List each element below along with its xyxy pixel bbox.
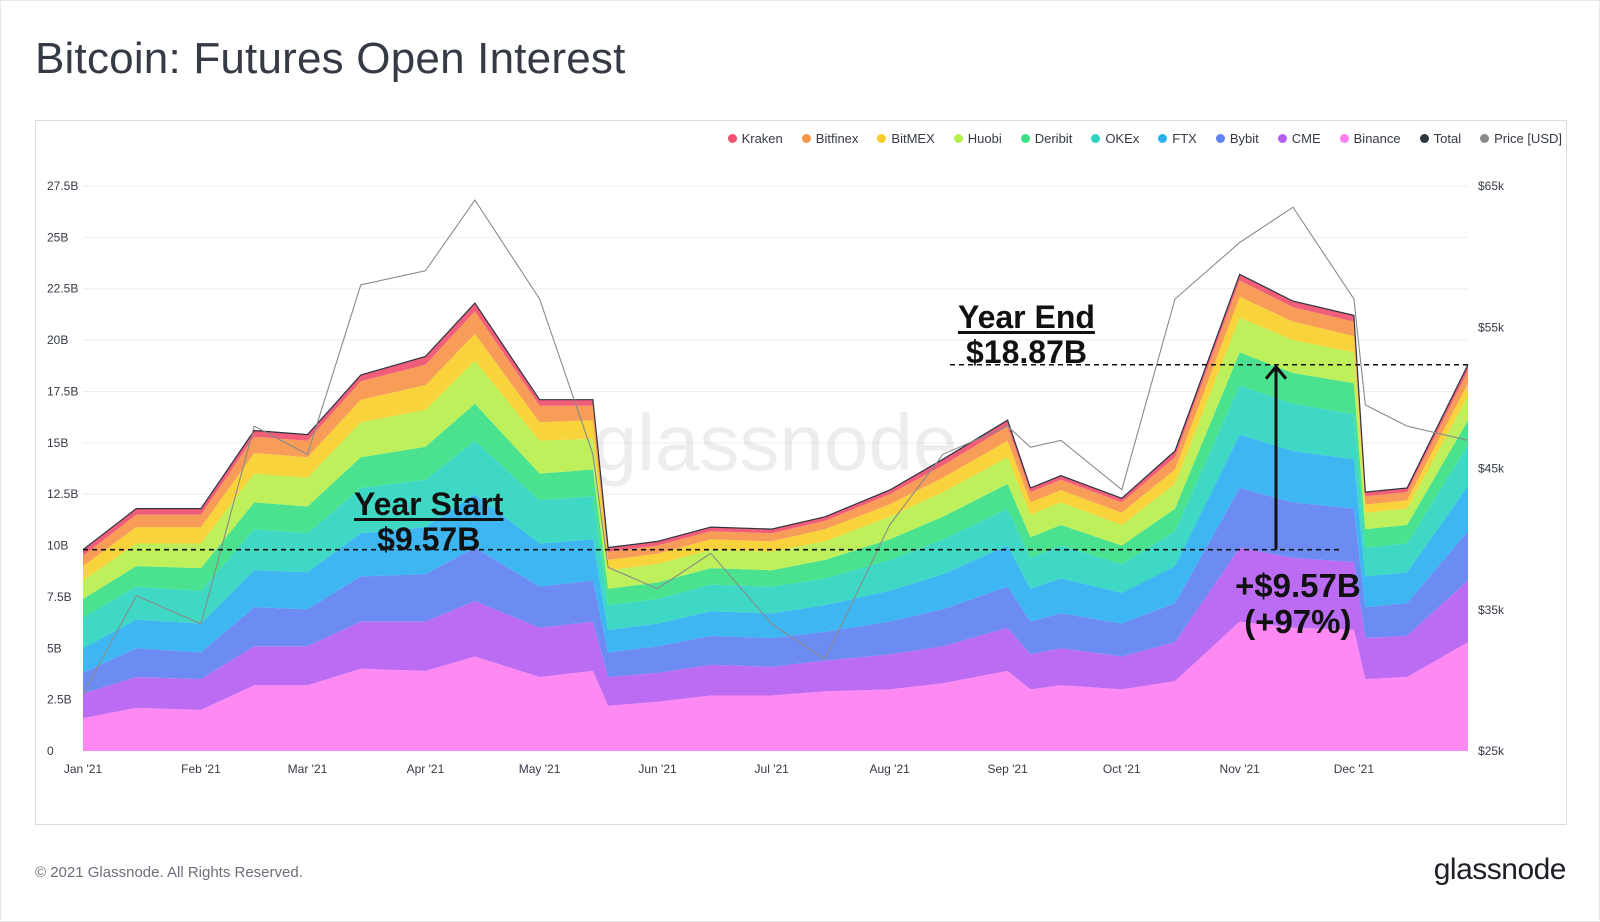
x-tick-label: Feb '21 <box>181 762 221 776</box>
legend-item-total[interactable]: Total <box>1419 131 1462 146</box>
legend-dot <box>801 134 811 143</box>
legend-item-bitfinex[interactable]: Bitfinex <box>801 131 859 146</box>
x-tick-label: Mar '21 <box>288 762 328 776</box>
y-tick-label: 27.5B <box>47 179 78 193</box>
x-tick-label: Dec '21 <box>1334 762 1375 776</box>
legend-dot <box>1158 134 1168 143</box>
area-bitfinex <box>83 280 1468 567</box>
price-line <box>82 199 1469 695</box>
x-tick-label: Nov '21 <box>1220 762 1261 776</box>
legend-dot <box>1480 134 1490 143</box>
legend-dot <box>1277 134 1287 143</box>
gain-percent: (+97%) <box>1244 603 1352 641</box>
legend-item-ftx[interactable]: FTX <box>1158 131 1197 146</box>
legend-dot <box>1091 134 1101 143</box>
y-tick-label: 17.5B <box>47 384 78 398</box>
legend-label: FTX <box>1172 131 1197 146</box>
legend-item-binance[interactable]: Binance <box>1339 131 1401 146</box>
x-tick-label: Aug '21 <box>869 762 910 776</box>
gain-annotation: +$9.57B (+97%) <box>1235 567 1361 641</box>
legend-label: OKEx <box>1105 131 1140 146</box>
year-end-value: $18.87B <box>965 334 1087 371</box>
legend-dot <box>1215 134 1225 143</box>
y2-tick-label: $65k <box>1478 179 1505 193</box>
y-tick-label: 2.5B <box>47 693 72 707</box>
year-end-label: Year End <box>958 299 1095 335</box>
y-tick-label: 10B <box>47 539 68 553</box>
area-cme <box>83 547 1468 719</box>
y2-tick-label: $45k <box>1478 462 1505 476</box>
x-tick-label: Jul '21 <box>755 762 790 776</box>
y2-tick-label: $55k <box>1478 320 1505 334</box>
page-title: Bitcoin: Futures Open Interest <box>35 34 626 83</box>
area-deribit <box>83 352 1468 618</box>
area-bybit <box>83 488 1468 694</box>
legend-label: Bitfinex <box>815 131 859 146</box>
y-tick-label: 12.5B <box>47 487 78 501</box>
y-tick-label: 7.5B <box>47 590 72 604</box>
area-huobi <box>83 317 1468 599</box>
y-tick-label: 0 <box>47 744 54 758</box>
legend-item-huobi[interactable]: Huobi <box>953 131 1002 146</box>
area-ftx <box>83 434 1468 673</box>
x-tick-label: Oct '21 <box>1103 762 1141 776</box>
total-line <box>82 273 1469 551</box>
y-tick-label: 5B <box>47 641 62 655</box>
legend-label: Huobi <box>967 131 1002 146</box>
legend-label: Kraken <box>741 131 783 146</box>
y-tick-label: 22.5B <box>47 282 78 296</box>
legend-dot <box>877 134 887 143</box>
y2-tick-label: $25k <box>1478 744 1505 758</box>
legend-dot <box>1339 134 1349 143</box>
x-tick-label: Jun '21 <box>638 762 677 776</box>
area-bitmex <box>83 296 1468 581</box>
year-end-annotation: Year End $18.87B <box>958 299 1095 371</box>
legend-label: BitMEX <box>891 131 935 146</box>
legend-dot <box>727 134 737 143</box>
year-start-value: $9.57B <box>377 521 481 558</box>
x-tick-label: Apr '21 <box>407 762 445 776</box>
legend-item-deribit[interactable]: Deribit <box>1020 131 1073 146</box>
area-okex <box>83 385 1468 649</box>
y2-tick-label: $35k <box>1478 603 1505 617</box>
legend-item-bybit[interactable]: Bybit <box>1215 131 1259 146</box>
legend-item-okex[interactable]: OKEx <box>1091 131 1139 146</box>
gain-value: +$9.57B <box>1235 567 1361 604</box>
legend-label: CME <box>1291 131 1321 146</box>
legend-dot <box>1419 134 1429 143</box>
legend-dot <box>1020 134 1030 143</box>
legend-label: Binance <box>1353 131 1401 146</box>
brand-logo: glassnode <box>1433 853 1567 886</box>
legend-item-kraken[interactable]: Kraken <box>727 131 783 146</box>
legend-item-bitmex[interactable]: BitMEX <box>877 131 935 146</box>
watermark: glassnode <box>593 398 958 487</box>
copyright-text: © 2021 Glassnode. All Rights Reserved. <box>35 864 303 881</box>
legend-dot <box>953 134 963 143</box>
chart-legend: Kraken Bitfinex BitMEX Huobi Deribit OKEx FTX B… <box>727 131 1562 146</box>
y-tick-label: 15B <box>47 436 68 450</box>
legend-label: Total <box>1433 131 1462 146</box>
year-start-label: Year Start <box>354 486 504 522</box>
legend-label: Deribit <box>1034 131 1073 146</box>
legend-label: Price [USD] <box>1494 131 1562 146</box>
x-tick-label: May '21 <box>519 762 561 776</box>
y-tick-label: 25B <box>47 230 68 244</box>
year-start-annotation: Year Start $9.57B <box>354 486 504 558</box>
legend-label: Bybit <box>1229 131 1259 146</box>
y-tick-label: 20B <box>47 333 68 347</box>
area-binance <box>83 621 1468 751</box>
x-tick-label: Sep '21 <box>987 762 1028 776</box>
legend-item-cme[interactable]: CME <box>1277 131 1321 146</box>
gain-arrow-head <box>1264 364 1288 380</box>
x-tick-label: Jan '21 <box>64 762 103 776</box>
legend-item-price-usd[interactable]: Price [USD] <box>1480 131 1562 146</box>
